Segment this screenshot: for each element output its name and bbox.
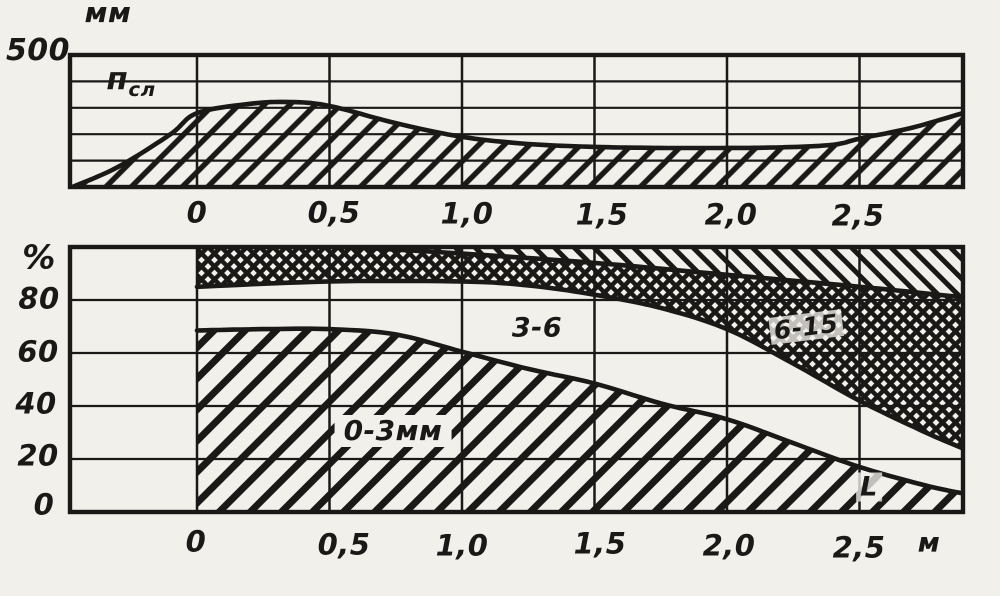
bottom-x-axis-unit: м	[917, 527, 941, 559]
top-x-tick-2-0: 2,0	[704, 197, 758, 232]
top-x-tick-0: 0	[186, 195, 208, 230]
top-y-max-tick: 500	[5, 33, 71, 68]
bottom-y-tick-40: 40	[15, 386, 57, 421]
top-x-tick-0-5: 0,5	[307, 195, 361, 230]
bottom-x-tick-2-0: 2,0	[702, 528, 756, 563]
region-label-3-6: 3-6	[511, 312, 563, 344]
bottom-y-tick-60: 60	[17, 334, 59, 369]
top-curve-label-main: п	[106, 60, 129, 97]
bottom-y-tick-80: 80	[18, 281, 60, 316]
bottom-x-tick-1-5: 1,5	[573, 526, 627, 561]
bottom-x-tick-1-0: 1,0	[435, 528, 489, 563]
bottom-y-tick-0: 0	[33, 487, 55, 522]
region-label-0-3mm: 0-3мм	[334, 415, 452, 447]
bottom-x-tick-0: 0	[185, 524, 207, 559]
bottom-y-tick-20: 20	[17, 438, 59, 473]
top-curve-label: псл	[106, 60, 156, 102]
bottom-y-axis-unit: %	[22, 237, 56, 277]
top-x-tick-1-0: 1,0	[440, 196, 494, 231]
top-x-tick-1-5: 1,5	[575, 197, 629, 232]
top-x-tick-2-5: 2,5	[831, 198, 885, 233]
top-curve-label-sub: сл	[128, 78, 156, 102]
bottom-x-tick-2-5: 2,5	[832, 530, 886, 565]
bottom-x-tick-0-5: 0,5	[317, 527, 371, 562]
length-axis-label-L: L	[856, 472, 882, 502]
top-y-axis-unit: мм	[84, 0, 132, 29]
